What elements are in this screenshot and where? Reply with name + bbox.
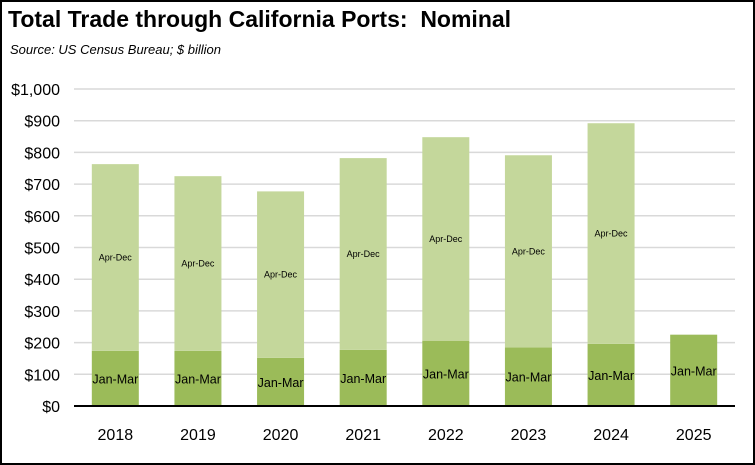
x-tick-label: 2020 bbox=[263, 427, 299, 444]
bar-segment-apr-dec bbox=[587, 123, 635, 344]
y-tick-label: $700 bbox=[24, 177, 60, 194]
x-tick-label: 2025 bbox=[676, 427, 712, 444]
y-tick-label: $1,000 bbox=[11, 82, 60, 99]
data-label: Apr-Dec bbox=[429, 234, 463, 244]
data-label: Jan-Mar bbox=[506, 371, 552, 385]
y-tick-label: $400 bbox=[24, 272, 60, 289]
data-label: Jan-Mar bbox=[423, 367, 469, 381]
bar-segment-jan-mar bbox=[670, 334, 718, 406]
bar-segment-apr-dec bbox=[174, 176, 222, 351]
data-label: Jan-Mar bbox=[92, 372, 138, 386]
x-tick-label: 2019 bbox=[180, 427, 216, 444]
bar-segment-jan-mar bbox=[587, 343, 635, 406]
chart-subtitle: Source: US Census Bureau; $ billion bbox=[10, 42, 222, 57]
data-label: Apr-Dec bbox=[264, 270, 298, 280]
bar-segment-apr-dec bbox=[339, 158, 387, 350]
bar-segment-jan-mar bbox=[257, 357, 305, 406]
y-tick-label: $200 bbox=[24, 336, 60, 353]
y-tick-label: $500 bbox=[24, 241, 60, 258]
x-tick-label: 2023 bbox=[511, 427, 547, 444]
bar-segment-jan-mar bbox=[504, 347, 552, 406]
x-tick-label: 2021 bbox=[345, 427, 381, 444]
bar-segment-apr-dec bbox=[504, 155, 552, 348]
y-tick-label: $100 bbox=[24, 367, 60, 384]
y-tick-label: $0 bbox=[42, 399, 60, 416]
data-label: Jan-Mar bbox=[340, 372, 386, 386]
data-label: Jan-Mar bbox=[258, 376, 304, 390]
data-label: Jan-Mar bbox=[175, 372, 221, 386]
bar-segment-jan-mar bbox=[174, 350, 222, 406]
x-tick-label: 2024 bbox=[593, 427, 629, 444]
bar-segment-jan-mar bbox=[422, 340, 470, 406]
x-tick-label: 2018 bbox=[98, 427, 134, 444]
data-label: Jan-Mar bbox=[671, 364, 717, 378]
data-label: Apr-Dec bbox=[347, 249, 381, 259]
data-label: Apr-Dec bbox=[595, 229, 629, 239]
y-tick-label: $900 bbox=[24, 114, 60, 131]
bar-segment-apr-dec bbox=[257, 191, 305, 358]
y-tick-label: $300 bbox=[24, 304, 60, 321]
x-tick-label: 2022 bbox=[428, 427, 464, 444]
data-label: Jan-Mar bbox=[588, 369, 634, 383]
data-label: Apr-Dec bbox=[512, 246, 546, 256]
data-label: Apr-Dec bbox=[181, 259, 215, 269]
y-tick-label: $600 bbox=[24, 209, 60, 226]
chart-title: Total Trade through California Ports: No… bbox=[8, 6, 512, 32]
bar-segment-jan-mar bbox=[339, 349, 387, 406]
bar-segment-apr-dec bbox=[91, 164, 139, 351]
bar-segment-jan-mar bbox=[91, 350, 139, 406]
bar-segment-apr-dec bbox=[422, 137, 470, 341]
y-tick-label: $800 bbox=[24, 145, 60, 162]
data-label: Apr-Dec bbox=[99, 252, 133, 262]
